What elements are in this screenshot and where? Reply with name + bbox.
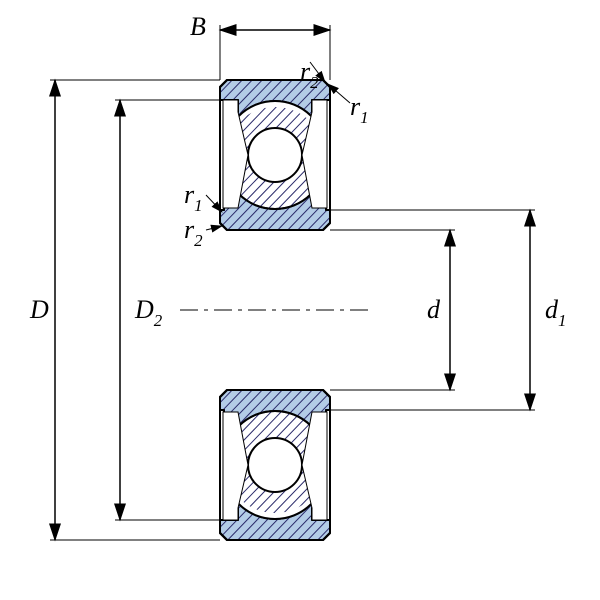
svg-text:d1: d1 [545,295,566,330]
svg-text:d: d [427,295,441,324]
svg-text:B: B [190,12,206,41]
svg-text:D2: D2 [134,295,163,330]
svg-text:r2: r2 [184,215,203,250]
svg-text:r1: r1 [350,92,369,127]
svg-text:r1: r1 [184,180,203,215]
bearing-section-bottom [0,330,600,600]
svg-text:D: D [29,295,49,324]
bearing-dimension-diagram: BDD2dd1r1r2r1r2 [0,0,600,600]
